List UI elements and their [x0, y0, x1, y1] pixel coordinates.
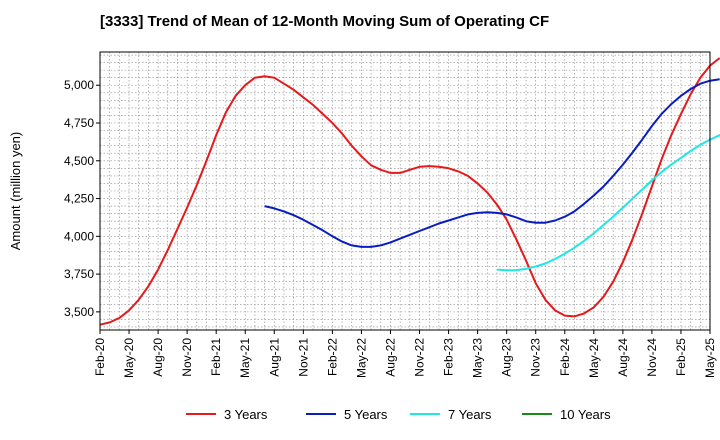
- y-tick-label: 4,750: [64, 116, 94, 130]
- x-tick-label: Nov-22: [413, 338, 427, 377]
- x-tick-label: Nov-20: [180, 338, 194, 377]
- legend: 3 Years 5 Years 7 Years 10 Years: [186, 407, 611, 422]
- x-tick-label: Feb-20: [93, 338, 107, 376]
- y-tick-label: 3,500: [64, 305, 94, 319]
- x-tick-label: Aug-24: [616, 338, 630, 377]
- x-tick-label: May-25: [703, 338, 717, 378]
- y-axis-ticks: 3,500 3,750 4,000 4,250 4,500 4,750 5,000: [64, 78, 100, 319]
- legend-label-5-years: 5 Years: [344, 407, 388, 422]
- x-tick-label: May-21: [238, 338, 252, 378]
- chart-title: [3333] Trend of Mean of 12-Month Moving …: [100, 13, 549, 30]
- series-line-7-years: [496, 133, 720, 272]
- x-tick-label: Feb-25: [674, 338, 688, 376]
- series-line-3-years: [99, 57, 720, 326]
- y-tick-label: 4,000: [64, 229, 94, 243]
- x-tick-label: Nov-23: [529, 338, 543, 377]
- legend-label-3-years: 3 Years: [224, 407, 268, 422]
- y-tick-label: 5,000: [64, 78, 94, 92]
- legend-label-7-years: 7 Years: [448, 407, 492, 422]
- y-tick-label: 3,750: [64, 267, 94, 281]
- x-tick-label: Aug-22: [383, 338, 397, 377]
- legend-label-10-years: 10 Years: [560, 407, 611, 422]
- x-tick-label: Aug-20: [151, 338, 165, 377]
- x-tick-label: Feb-21: [209, 338, 223, 376]
- x-tick-label: May-20: [122, 338, 136, 378]
- x-tick-label: May-22: [354, 338, 368, 378]
- x-tick-label: Nov-24: [645, 338, 659, 377]
- x-tick-label: May-23: [471, 338, 485, 378]
- grid: [99, 52, 711, 330]
- x-tick-label: Aug-21: [267, 338, 281, 377]
- x-tick-label: Aug-23: [500, 338, 514, 377]
- x-tick-label: Feb-24: [558, 338, 572, 376]
- x-tick-label: Feb-22: [325, 338, 339, 376]
- x-tick-label: May-24: [587, 338, 601, 378]
- x-tick-label: Feb-23: [442, 338, 456, 376]
- series-lines: [99, 57, 720, 326]
- series-line-5-years: [264, 78, 720, 248]
- x-tick-label: Nov-21: [296, 338, 310, 377]
- y-axis-label: Amount (million yen): [8, 132, 23, 251]
- y-tick-label: 4,250: [64, 192, 94, 206]
- plot-frame: [99, 51, 711, 331]
- x-axis-ticks: Feb-20 May-20 Aug-20 Nov-20 Feb-21 May-21 Aug-…: [93, 330, 717, 378]
- y-tick-label: 4,500: [64, 154, 94, 168]
